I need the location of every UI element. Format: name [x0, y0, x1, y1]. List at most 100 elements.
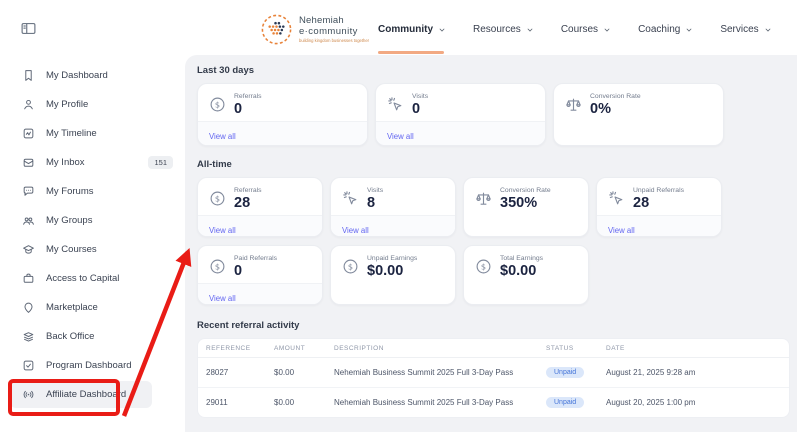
stat-card-unpaid-earnings: $ Unpaid Earnings $0.00 — [330, 245, 456, 305]
sidebar-item-access-to-capital[interactable]: Access to Capital — [0, 264, 185, 293]
table-row[interactable]: 28027 $0.00 Nehemiah Business Summit 202… — [198, 357, 789, 388]
logo-name-line1: Nehemiah — [299, 14, 344, 26]
stat-value: 28 — [234, 195, 251, 211]
sidebar-item-label: My Dashboard — [46, 70, 108, 81]
inbox-count-badge: 151 — [148, 156, 173, 169]
nav-active-underline — [378, 51, 444, 54]
sidebar-item-program-dashboard[interactable]: Program Dashboard — [0, 351, 185, 380]
users-icon — [22, 214, 35, 227]
sidebar-item-my-profile[interactable]: My Profile — [0, 90, 185, 119]
nav-item-resources[interactable]: Resources — [473, 24, 534, 35]
nav-label: Resources — [473, 24, 521, 35]
cursor-click-icon — [608, 190, 625, 207]
nav-item-community[interactable]: Community — [378, 24, 446, 35]
sidebar-item-my-timeline[interactable]: My Timeline — [0, 119, 185, 148]
sidebar-item-label: My Inbox — [46, 157, 85, 168]
stat-label: Conversion Rate — [500, 187, 551, 194]
cell-reference: 28027 — [198, 357, 266, 388]
main-content: Last 30 days $ Referrals 0 View all Visi… — [185, 55, 797, 432]
nav-label: Courses — [560, 24, 599, 35]
dollar-circle-icon: $ — [209, 258, 226, 275]
logo-tagline: building kingdom businesses together — [299, 37, 370, 43]
nav-item-courses[interactable]: Courses — [561, 24, 611, 35]
stat-card-conversion-rate-30d: Conversion Rate 0% — [553, 83, 724, 146]
sidebar-item-label: Affiliate Dashboard — [46, 389, 127, 400]
broadcast-icon — [22, 388, 35, 401]
status-badge: Unpaid — [546, 367, 585, 378]
svg-text:$: $ — [348, 262, 353, 272]
stat-value: 28 — [633, 195, 650, 211]
sidebar-item-affiliate-dashboard[interactable]: Affiliate Dashboard — [0, 380, 185, 409]
stat-card-conversion-rate-alltime: Conversion Rate 350% — [463, 177, 589, 237]
view-all-link[interactable]: View all — [209, 293, 236, 303]
all-time-cards-row-2: $ Paid Referrals 0 View all $ Unpaid Ear… — [197, 245, 789, 305]
sidebar-item-label: Access to Capital — [46, 273, 120, 284]
table-header-row: REFERENCE AMOUNT DESCRIPTION STATUS DATE — [198, 339, 789, 358]
nav-item-services[interactable]: Services — [720, 24, 771, 35]
scales-icon — [475, 190, 492, 207]
column-header-date: DATE — [598, 339, 789, 358]
all-time-cards-row-1: $ Referrals 28 View all Visits 8 View al… — [197, 177, 789, 237]
column-header-reference: REFERENCE — [198, 339, 266, 358]
stat-card-paid-referrals: $ Paid Referrals 0 View all — [197, 245, 323, 305]
dollar-circle-icon: $ — [209, 96, 226, 113]
table-row[interactable]: 29011 $0.00 Nehemiah Business Summit 202… — [198, 388, 789, 418]
column-header-status: STATUS — [538, 339, 598, 358]
sidebar-item-label: My Groups — [46, 215, 93, 226]
cursor-click-icon — [387, 96, 404, 113]
nav-label: Coaching — [638, 24, 681, 35]
stat-label: Visits — [412, 93, 429, 100]
section-title-last-30-days: Last 30 days — [197, 65, 255, 76]
sidebar-item-my-groups[interactable]: My Groups — [0, 206, 185, 235]
bookmark-icon — [22, 69, 35, 82]
view-all-link[interactable]: View all — [209, 131, 236, 141]
section-title-all-time: All-time — [197, 159, 232, 170]
app-logo[interactable]: Nehemiah e·community building kingdom bu… — [260, 13, 369, 46]
cell-description: Nehemiah Business Summit 2025 Full 3-Day… — [334, 398, 514, 407]
referral-activity-table: REFERENCE AMOUNT DESCRIPTION STATUS DATE… — [197, 338, 790, 418]
svg-text:$: $ — [215, 194, 220, 204]
stat-value: 350% — [500, 195, 538, 211]
sidebar-item-label: Marketplace — [46, 302, 98, 313]
status-badge: Unpaid — [546, 397, 585, 408]
stat-value: 0% — [590, 101, 611, 117]
main-nav: Community Resources Courses Coaching Ser… — [378, 24, 772, 35]
sidebar-item-my-forums[interactable]: My Forums — [0, 177, 185, 206]
stat-card-visits-alltime: Visits 8 View all — [330, 177, 456, 237]
nav-item-coaching[interactable]: Coaching — [638, 24, 693, 35]
check-square-icon — [22, 359, 35, 372]
stat-card-visits-30d: Visits 0 View all — [375, 83, 546, 146]
nav-label: Community — [378, 24, 433, 35]
sidebar-item-back-office[interactable]: Back Office — [0, 322, 185, 351]
view-all-link[interactable]: View all — [209, 225, 236, 235]
sidebar-item-my-courses[interactable]: My Courses — [0, 235, 185, 264]
dollar-circle-icon: $ — [209, 190, 226, 207]
briefcase-icon — [22, 272, 35, 285]
sidebar-item-label: Back Office — [46, 331, 95, 342]
sidebar-item-my-dashboard[interactable]: My Dashboard — [0, 61, 185, 90]
stat-card-referrals-alltime: $ Referrals 28 View all — [197, 177, 323, 237]
layers-icon — [22, 330, 35, 343]
view-all-link[interactable]: View all — [342, 225, 369, 235]
sidebar-item-marketplace[interactable]: Marketplace — [0, 293, 185, 322]
stat-value: $0.00 — [367, 263, 404, 279]
cell-amount: $0.00 — [274, 398, 295, 407]
view-all-link[interactable]: View all — [387, 131, 414, 141]
stat-label: Total Earnings — [500, 255, 544, 262]
sidebar-toggle-icon[interactable] — [19, 20, 38, 37]
svg-text:$: $ — [215, 262, 220, 272]
logo-mark-icon — [261, 14, 292, 45]
stat-card-referrals-30d: $ Referrals 0 View all — [197, 83, 368, 146]
column-header-amount: AMOUNT — [266, 339, 326, 358]
stat-card-total-earnings: $ Total Earnings $0.00 — [463, 245, 589, 305]
chevron-down-icon — [604, 28, 610, 32]
view-all-link[interactable]: View all — [608, 225, 635, 235]
chevron-down-icon — [686, 28, 692, 32]
column-header-description: DESCRIPTION — [326, 339, 538, 358]
sidebar-item-my-inbox[interactable]: My Inbox 151 — [0, 148, 185, 177]
stat-label: Unpaid Earnings — [367, 255, 418, 262]
chat-icon — [22, 185, 35, 198]
stat-label: Conversion Rate — [590, 93, 641, 100]
stat-label: Referrals — [234, 187, 262, 194]
sidebar-item-label: My Profile — [46, 99, 89, 110]
